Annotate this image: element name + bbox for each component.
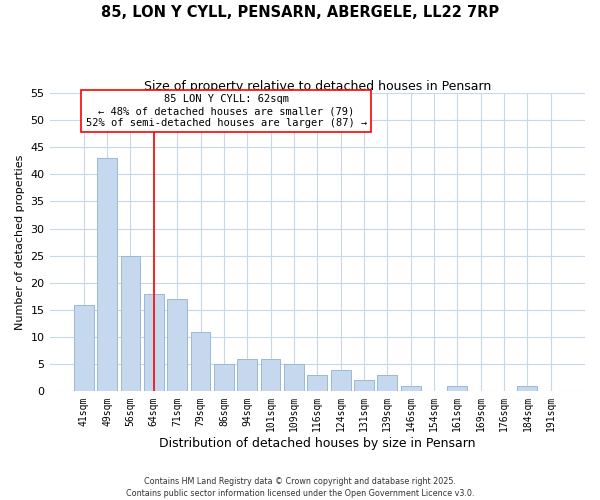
Title: Size of property relative to detached houses in Pensarn: Size of property relative to detached ho… xyxy=(143,80,491,93)
Bar xyxy=(214,364,234,392)
Bar xyxy=(377,375,397,392)
Bar xyxy=(260,359,280,392)
Bar xyxy=(74,304,94,392)
Bar xyxy=(97,158,117,392)
Bar xyxy=(238,359,257,392)
Bar xyxy=(331,370,350,392)
Bar xyxy=(354,380,374,392)
X-axis label: Distribution of detached houses by size in Pensarn: Distribution of detached houses by size … xyxy=(159,437,476,450)
Bar xyxy=(401,386,421,392)
Bar xyxy=(167,299,187,392)
Bar xyxy=(121,256,140,392)
Bar xyxy=(144,294,164,392)
Bar xyxy=(517,386,538,392)
Text: 85, LON Y CYLL, PENSARN, ABERGELE, LL22 7RP: 85, LON Y CYLL, PENSARN, ABERGELE, LL22 … xyxy=(101,5,499,20)
Bar xyxy=(448,386,467,392)
Bar xyxy=(284,364,304,392)
Y-axis label: Number of detached properties: Number of detached properties xyxy=(15,154,25,330)
Bar xyxy=(307,375,327,392)
Text: 85 LON Y CYLL: 62sqm
← 48% of detached houses are smaller (79)
52% of semi-detac: 85 LON Y CYLL: 62sqm ← 48% of detached h… xyxy=(86,94,367,128)
Bar xyxy=(191,332,211,392)
Text: Contains HM Land Registry data © Crown copyright and database right 2025.
Contai: Contains HM Land Registry data © Crown c… xyxy=(126,476,474,498)
